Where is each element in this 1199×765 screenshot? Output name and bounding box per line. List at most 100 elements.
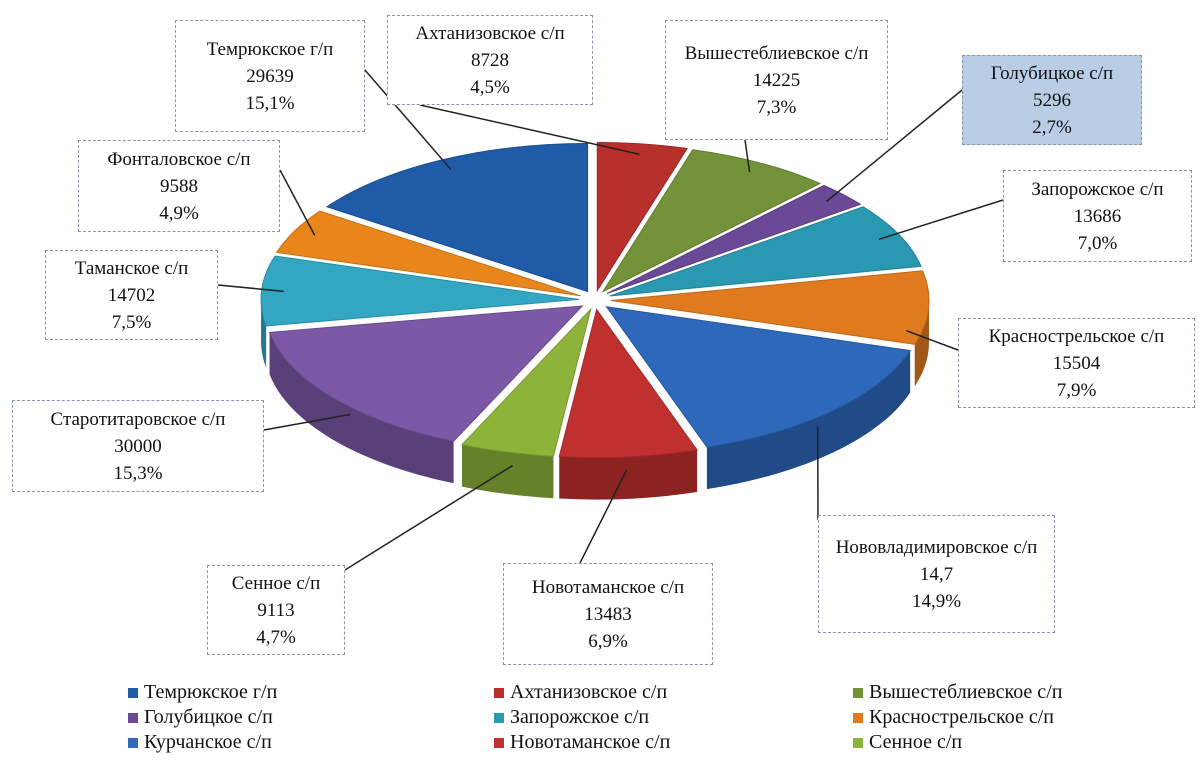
legend-entry: Темрюкское г/п	[128, 681, 277, 704]
legend-swatch	[128, 737, 138, 748]
legend-label: Голубицкое с/п	[144, 706, 273, 728]
category-label: Запорожское с/п	[1031, 178, 1164, 200]
percent-label: 2,7%	[1032, 116, 1072, 138]
slice	[558, 308, 698, 500]
count-label: 14,7	[919, 563, 954, 585]
slice	[461, 307, 592, 499]
legend-entry: Вышестеблиевское с/п	[853, 681, 1062, 704]
slice-side	[559, 449, 698, 500]
data-label: Таманское с/п 14702 7,5%	[45, 250, 218, 340]
legend-swatch	[853, 687, 863, 698]
legend-entry: Курчанское с/п	[128, 731, 272, 754]
legend-label: Краснострельское с/п	[869, 706, 1054, 728]
percent-label: 7,5%	[111, 311, 152, 333]
count-label: 14225	[752, 69, 801, 91]
leader-line	[579, 469, 628, 564]
count-label: 8728	[471, 49, 509, 71]
data-label: Темрюкское г/п 29639 15,1%	[175, 20, 365, 132]
data-label: Старотитаровское с/п 30000 15,3%	[12, 400, 264, 492]
data-label: Сенное с/п 9113 4,7%	[207, 565, 345, 655]
category-label: Нововладимировское с/п	[835, 536, 1038, 558]
category-label: Новотаманское с/п	[531, 576, 685, 598]
slice	[596, 141, 688, 293]
slice-top	[325, 142, 589, 293]
percent-label: 15,3%	[113, 462, 163, 484]
legend-entry: Сенное с/п	[853, 731, 962, 754]
slice-top	[596, 141, 688, 293]
category-label: Ахтанизовское с/п	[415, 22, 565, 44]
category-label: Таманское с/п	[74, 257, 189, 279]
legend-swatch	[128, 712, 138, 723]
legend-label: Темрюкское г/п	[144, 681, 278, 703]
slice	[268, 305, 584, 484]
leader-line	[744, 139, 751, 173]
slice-side	[261, 299, 267, 368]
slice	[605, 306, 912, 490]
slice-top	[558, 308, 698, 459]
slice-top	[268, 305, 584, 442]
legend-swatch	[494, 737, 504, 748]
legend-label: Сенное с/п	[869, 731, 963, 753]
slice	[275, 210, 581, 297]
slice-top	[275, 210, 581, 297]
legend-swatch	[128, 687, 138, 698]
slice-side	[461, 444, 554, 499]
slice-side	[269, 332, 454, 484]
legend-swatch	[494, 687, 504, 698]
count-label: 15504	[1052, 352, 1101, 374]
slice	[260, 255, 580, 368]
legend-swatch	[853, 712, 863, 723]
slice-top	[610, 270, 930, 345]
legend-entry: Новотаманское с/п	[494, 731, 670, 754]
slice-top	[461, 307, 592, 457]
category-label: Фонталовское с/п	[107, 148, 251, 170]
category-label: Старотитаровское с/п	[50, 408, 226, 430]
slice	[609, 206, 922, 297]
legend-swatch	[494, 712, 504, 723]
category-label: Краснострельское с/п	[988, 325, 1165, 347]
slice-top	[601, 149, 822, 293]
legend-label: Запорожское с/п	[510, 706, 650, 728]
slice-top	[609, 206, 922, 297]
legend-entry: Ахтанизовское с/п	[494, 681, 667, 704]
data-label: Новотаманское с/п 13483 6,9%	[503, 563, 713, 665]
count-label: 14702	[107, 284, 156, 306]
count-label: 5296	[1033, 89, 1071, 111]
data-label: Ахтанизовское с/п 8728 4,5%	[387, 15, 593, 105]
percent-label: 14,9%	[911, 590, 962, 612]
count-label: 13483	[584, 603, 632, 625]
legend-entry: Голубицкое с/п	[128, 706, 273, 729]
slice	[610, 270, 930, 387]
category-label: Голубицкое с/п	[990, 62, 1114, 84]
leader-line	[344, 464, 514, 571]
legend-label: Курчанское с/п	[144, 731, 272, 753]
percent-label: 6,9%	[588, 630, 628, 652]
legend-label: Вышестеблиевское с/п	[869, 681, 1063, 703]
count-label: 9588	[160, 175, 198, 197]
data-label: Фонталовское с/п 9588 4,9%	[78, 140, 280, 232]
percent-label: 7,0%	[1077, 232, 1118, 254]
count-label: 13686	[1073, 205, 1122, 227]
slice-top	[606, 184, 862, 295]
legend-label: Новотаманское с/п	[510, 731, 671, 753]
slice	[606, 184, 862, 295]
slice-top	[605, 306, 912, 448]
percent-label: 4,5%	[470, 76, 510, 98]
data-label: Запорожское с/п 13686 7,0%	[1003, 170, 1192, 262]
slice-side	[706, 350, 911, 490]
percent-label: 7,9%	[1056, 379, 1097, 401]
count-label: 30000	[114, 435, 162, 457]
legend-label: Ахтанизовское с/п	[510, 681, 668, 703]
leader-line	[878, 199, 1004, 241]
percent-label: 4,9%	[159, 202, 199, 224]
leader-line	[419, 104, 640, 155]
leader-line	[217, 284, 284, 293]
percent-label: 4,7%	[256, 626, 296, 648]
leader-line	[263, 413, 351, 431]
slice	[601, 149, 822, 293]
leader-line	[279, 169, 316, 236]
legend-entry: Запорожское с/п	[494, 706, 649, 729]
data-label: Вышестеблиевское с/п 14225 7,3%	[665, 20, 888, 140]
